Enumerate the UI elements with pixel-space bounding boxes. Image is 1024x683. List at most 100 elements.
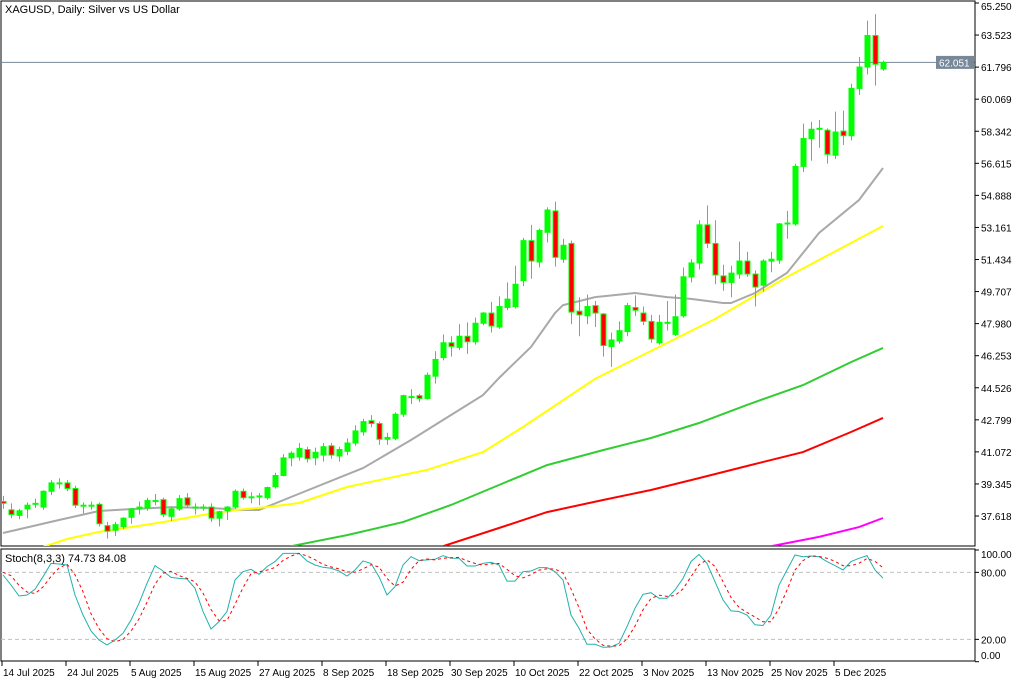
- bull-candle-body: [864, 34, 871, 68]
- candle: [424, 372, 431, 400]
- candle: [264, 486, 271, 500]
- candle: [136, 501, 143, 515]
- candle: [184, 493, 191, 508]
- candle: [280, 454, 287, 477]
- candle: [728, 265, 735, 298]
- stochastic-panel[interactable]: [0, 548, 976, 662]
- candle: [344, 438, 351, 456]
- candle: [320, 443, 327, 462]
- price-tick-label: 51.434: [981, 256, 1012, 267]
- bear-candle-body: [824, 129, 831, 155]
- candle: [392, 412, 399, 441]
- bull-candle-body: [352, 430, 359, 444]
- candle: [416, 393, 423, 403]
- stochastic-axis: 100.00 80.00 20.00 0.00: [974, 549, 1012, 663]
- bull-candle-body: [296, 448, 303, 458]
- candle: [552, 201, 559, 267]
- bull-candle-body: [776, 223, 783, 261]
- bull-candle-body: [832, 131, 839, 156]
- bull-candle-body: [312, 451, 319, 459]
- bull-candle-body: [584, 306, 591, 317]
- candle: [56, 478, 63, 489]
- price-tick-label: 46.253: [981, 352, 1012, 363]
- candle: [464, 322, 471, 354]
- bear-candle-body: [160, 499, 167, 515]
- bull-candle-body: [136, 506, 143, 510]
- bear-candle-body: [592, 305, 599, 314]
- candle: [696, 220, 703, 270]
- price-axis: 65.250 63.523 61.796 60.069 58.342 56.615 54.8…: [974, 1, 1012, 546]
- ma-yellow-moving-average-line: [42, 225, 884, 546]
- main-price-panel[interactable]: [0, 0, 976, 547]
- current-price-tag: 62.051: [936, 55, 974, 69]
- bull-candle-body: [320, 446, 327, 456]
- bull-candle-body: [120, 517, 127, 528]
- candle: [408, 389, 415, 405]
- bear-candle-body: [208, 506, 215, 519]
- candle: [856, 56, 863, 95]
- candle: [624, 302, 631, 337]
- candle: [72, 485, 79, 508]
- stochastic-main-line: [2, 552, 884, 648]
- bull-candle-body: [520, 240, 527, 282]
- candle: [736, 241, 743, 279]
- bull-candle-body: [472, 322, 479, 343]
- bull-candle-body: [288, 452, 295, 459]
- candle: [512, 265, 519, 309]
- candle: [88, 501, 95, 510]
- bear-candle-body: [464, 335, 471, 343]
- bull-candle-body: [432, 358, 439, 377]
- date-tick-label: 30 Sep 2025: [451, 668, 508, 679]
- candle: [96, 502, 103, 527]
- bull-candle-body: [760, 260, 767, 286]
- candle: [272, 472, 279, 489]
- bear-candle-body: [104, 525, 111, 532]
- price-tick-label: 58.342: [981, 127, 1012, 138]
- stochastic-tick-label: 80.00: [981, 568, 1006, 579]
- bull-candle-body: [144, 500, 151, 509]
- stochastic-tick-label: 0.00: [981, 651, 1001, 662]
- stochastic-tick-label: 100.00: [981, 550, 1012, 561]
- bear-candle-body: [712, 242, 719, 276]
- candle: [144, 497, 151, 511]
- bull-candle-body: [384, 436, 391, 440]
- ma-gray-moving-average-line: [2, 167, 884, 534]
- date-tick-label: 8 Sep 2025: [323, 668, 375, 679]
- candle: [600, 313, 607, 357]
- date-tick-label: 13 Nov 2025: [707, 668, 764, 679]
- price-tick-label: 39.345: [981, 480, 1012, 491]
- candle: [352, 425, 359, 446]
- candle: [720, 264, 727, 291]
- candle: [704, 205, 711, 249]
- bear-candle-body: [752, 273, 759, 288]
- bear-candle-body: [872, 34, 879, 65]
- candle: [496, 296, 503, 329]
- candle: [776, 223, 783, 264]
- price-tick-label: 42.799: [981, 416, 1012, 427]
- candle: [608, 332, 615, 367]
- bear-candle-body: [184, 497, 191, 506]
- bear-candle-body: [448, 342, 455, 347]
- bull-candle-body: [48, 482, 55, 492]
- price-tick-label: 63.523: [981, 31, 1012, 42]
- candle: [24, 502, 31, 519]
- date-tick-label: 3 Nov 2025: [643, 668, 695, 679]
- bear-candle-body: [416, 395, 423, 399]
- price-tick-label: 49.707: [981, 288, 1012, 299]
- bull-candle-body: [40, 490, 47, 508]
- bull-candle-body: [664, 321, 671, 324]
- bull-candle-body: [400, 395, 407, 415]
- candle: [368, 415, 375, 428]
- bull-candle-body: [152, 500, 159, 503]
- bull-candle-body: [616, 330, 623, 342]
- bull-candle-body: [808, 128, 815, 140]
- candle: [664, 300, 671, 331]
- bull-candle-body: [856, 66, 863, 89]
- price-tick-label: 41.072: [981, 448, 1012, 459]
- bull-candle-body: [32, 502, 39, 505]
- candle: [592, 300, 599, 327]
- bull-candle-body: [256, 495, 263, 498]
- bear-candle-body: [576, 310, 583, 316]
- bull-candle-body: [656, 321, 663, 344]
